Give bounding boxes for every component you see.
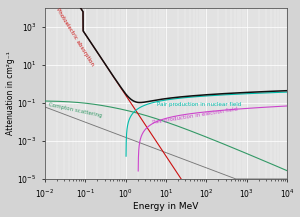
- Text: Pair production in nuclear field: Pair production in nuclear field: [157, 102, 241, 107]
- Text: Pair production in electron field: Pair production in electron field: [152, 107, 238, 125]
- X-axis label: Energy in MeV: Energy in MeV: [133, 202, 199, 211]
- Text: Compton scattering: Compton scattering: [48, 102, 103, 118]
- Text: Photoelectric absorption: Photoelectric absorption: [55, 7, 95, 66]
- Y-axis label: Attenuation in cm²g⁻¹: Attenuation in cm²g⁻¹: [6, 51, 15, 135]
